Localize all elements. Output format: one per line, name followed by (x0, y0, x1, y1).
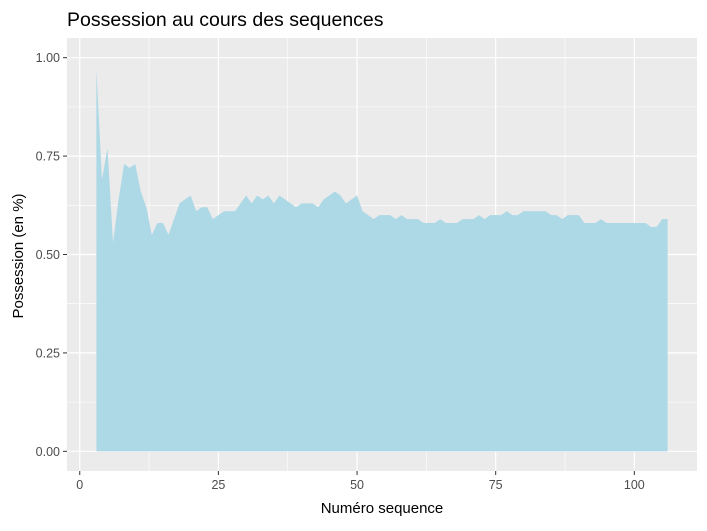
chart-title: Possession au cours des sequences (67, 9, 384, 31)
x-tick-label: 100 (624, 478, 645, 492)
y-axis-ticks: 0.00 0.25 0.50 0.75 1.00 (36, 51, 67, 459)
x-tick-label: 25 (211, 478, 225, 492)
x-axis-ticks: 0 25 50 75 100 (76, 471, 645, 492)
y-tick-label: 0.75 (36, 150, 60, 164)
area-fill (96, 69, 668, 452)
x-tick-label: 50 (350, 478, 364, 492)
x-axis-label: Numéro sequence (321, 500, 444, 517)
y-tick-label: 0.00 (36, 445, 60, 459)
y-axis-label: Possession (en %) (10, 193, 27, 318)
y-tick-label: 0.50 (36, 248, 60, 262)
y-tick-label: 0.25 (36, 346, 60, 360)
x-tick-label: 0 (76, 478, 83, 492)
x-tick-label: 75 (489, 478, 503, 492)
y-tick-label: 1.00 (36, 51, 60, 65)
